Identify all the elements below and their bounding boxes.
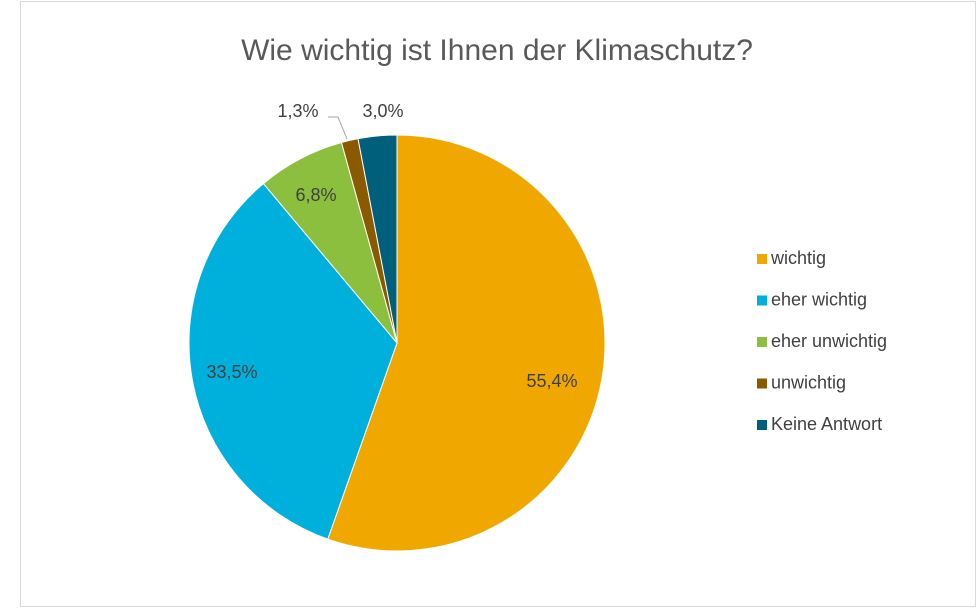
data-label: 6,8% bbox=[295, 185, 336, 205]
legend-label: wichtig bbox=[770, 248, 826, 268]
legend-swatch bbox=[757, 295, 767, 306]
data-label: 1,3% bbox=[277, 101, 318, 121]
legend-label: unwichtig bbox=[771, 372, 846, 392]
legend-label: eher wichtig bbox=[771, 289, 867, 309]
legend-swatch bbox=[757, 254, 767, 264]
legend-swatch bbox=[757, 420, 767, 430]
chart-title: Wie wichtig ist Ihnen der Klimaschutz? bbox=[241, 34, 753, 67]
legend-label: Keine Antwort bbox=[771, 414, 882, 434]
legend-swatch bbox=[757, 337, 767, 347]
legend-swatch bbox=[757, 378, 767, 389]
pie-slice bbox=[357, 134, 398, 344]
legend-label: eher unwichtig bbox=[771, 331, 887, 351]
data-label: 55,4% bbox=[526, 371, 577, 391]
data-label: 3,0% bbox=[362, 101, 403, 121]
data-label: 33,5% bbox=[206, 362, 257, 382]
pie-slice bbox=[188, 182, 398, 540]
leader-line bbox=[328, 116, 348, 140]
